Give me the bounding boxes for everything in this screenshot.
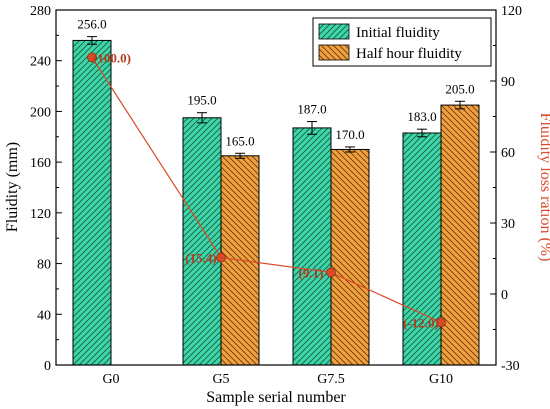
value-label-half-hour-fluidity-g7-5: 170.0 [335, 127, 364, 142]
loss-ratio-label-g0: (100.0) [93, 50, 131, 65]
value-label-initial-fluidity-g5: 195.0 [187, 93, 216, 108]
loss-ratio-line [91, 57, 442, 323]
legend-swatch-half-hour [318, 44, 350, 61]
x-tick-label-g5: G5 [212, 372, 229, 387]
y-tick-label-0: 0 [44, 359, 51, 374]
value-label-half-hour-fluidity-g5: 165.0 [225, 133, 254, 148]
value-label-initial-fluidity-g7-5: 187.0 [297, 102, 326, 117]
legend-label-initial: Initial fluidity [356, 25, 440, 41]
loss-ratio-label-g10: (-12.0) [403, 315, 439, 330]
x-tick-label-g7-5: G7.5 [317, 372, 345, 387]
error-bar-half-hour-fluidity-g7-5 [345, 146, 355, 153]
legend-label-half-hour: Half hour fluidity [356, 46, 462, 62]
y-axis-title: Fluidity (mm) [4, 142, 21, 232]
y-tick-label-200: 200 [30, 105, 51, 120]
x-axis-title: Sample serial number [206, 389, 346, 406]
bar-initial-fluidity-g0 [72, 39, 112, 366]
legend: Initial fluidity Half hour fluidity [312, 17, 492, 67]
y-tick-label-240: 240 [30, 55, 51, 70]
error-bar-initial-fluidity-g7-5 [307, 121, 317, 135]
bar-half-hour-fluidity-g7-5 [330, 148, 370, 366]
y-tick-label-160: 160 [30, 156, 51, 171]
y2-tick-label--30: -30 [501, 359, 520, 374]
error-bar-initial-fluidity-g10 [417, 128, 427, 138]
error-bar-half-hour-fluidity-g10 [455, 100, 465, 110]
error-bar-initial-fluidity-g5 [197, 112, 207, 124]
loss-ratio-label-g5: (15.4) [185, 251, 216, 266]
y-tick-label-80: 80 [37, 258, 51, 273]
y2-tick-label-120: 120 [501, 4, 522, 19]
value-label-half-hour-fluidity-g10: 205.0 [445, 81, 474, 96]
bar-half-hour-fluidity-g10 [440, 104, 480, 366]
bar-initial-fluidity-g5 [182, 117, 222, 366]
y2-axis-title: Fluidity loss ration (%) [537, 113, 550, 262]
y-tick-label-280: 280 [30, 4, 51, 19]
y2-tick-label-90: 90 [501, 75, 515, 90]
legend-swatch-initial [318, 23, 350, 40]
error-bar-half-hour-fluidity-g5 [235, 152, 245, 159]
y-tick-label-40: 40 [37, 308, 51, 323]
x-tick-label-g0: G0 [102, 372, 119, 387]
y2-tick-label-0: 0 [501, 288, 508, 303]
error-bar-initial-fluidity-g0 [87, 36, 97, 45]
value-label-initial-fluidity-g10: 183.0 [407, 109, 436, 124]
y-tick-label-120: 120 [30, 207, 51, 222]
bar-initial-fluidity-g7-5 [292, 127, 332, 366]
loss-ratio-point-g7-5 [326, 267, 336, 278]
loss-ratio-point-g5 [216, 252, 226, 263]
loss-ratio-label-g7-5: (9.1) [299, 265, 324, 280]
value-label-initial-fluidity-g0: 256.0 [77, 17, 106, 32]
loss-ratio-point-g0 [87, 52, 97, 63]
y2-tick-label-30: 30 [501, 217, 515, 232]
loss-ratio-point-g10 [436, 317, 446, 328]
y2-tick-label-60: 60 [501, 146, 515, 161]
x-tick-label-g10: G10 [429, 372, 453, 387]
